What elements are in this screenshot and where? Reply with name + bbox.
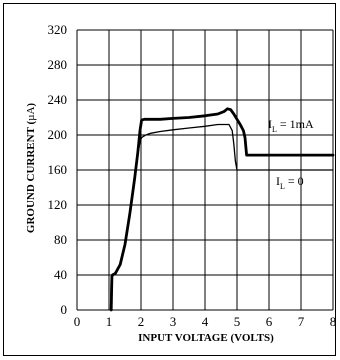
series-label-0: IL = 0	[276, 174, 304, 191]
y-axis-label-close: )	[25, 103, 37, 107]
y-tick-label-1: 40	[54, 267, 67, 282]
y-axis-label: GROUND CURRENT (µA)	[25, 103, 37, 234]
y-tick-label-6: 240	[48, 92, 68, 107]
x-tick-label-5: 5	[234, 314, 241, 329]
series-line-1	[109, 123, 334, 311]
y-tick-label-8: 320	[48, 22, 68, 37]
series-label-1ma: IL = 1mA	[268, 117, 314, 134]
y-tick-labels: 0 40 80 120 160 200 240 280 320	[48, 22, 68, 317]
y-tick-label-2: 80	[54, 232, 67, 247]
x-tick-label-7: 7	[298, 314, 305, 329]
y-axis-label-unit: µA	[25, 107, 37, 121]
series-lines	[109, 107, 335, 312]
x-tick-label-3: 3	[170, 314, 177, 329]
chart-frame	[3, 3, 336, 356]
y-tick-label-3: 120	[48, 197, 68, 212]
x-tick-label-2: 2	[138, 314, 145, 329]
x-tick-label-0: 0	[74, 314, 81, 329]
y-tick-label-5: 200	[48, 127, 68, 142]
grid	[76, 29, 334, 311]
x-tick-label-6: 6	[266, 314, 273, 329]
y-axis-label-main: GROUND CURRENT (	[25, 121, 37, 234]
y-tick-label-0: 0	[61, 302, 68, 317]
series-line-0	[109, 107, 335, 312]
x-tick-label-4: 4	[202, 314, 209, 329]
y-tick-label-4: 160	[48, 162, 68, 177]
y-tick-label-7: 280	[48, 57, 68, 72]
x-tick-labels: 0 1 2 3 4 5 6 7 8	[74, 314, 337, 329]
x-tick-label-8: 8	[330, 314, 337, 329]
x-axis-label: INPUT VOLTAGE (VOLTS)	[138, 332, 274, 344]
x-tick-label-1: 1	[106, 314, 113, 329]
